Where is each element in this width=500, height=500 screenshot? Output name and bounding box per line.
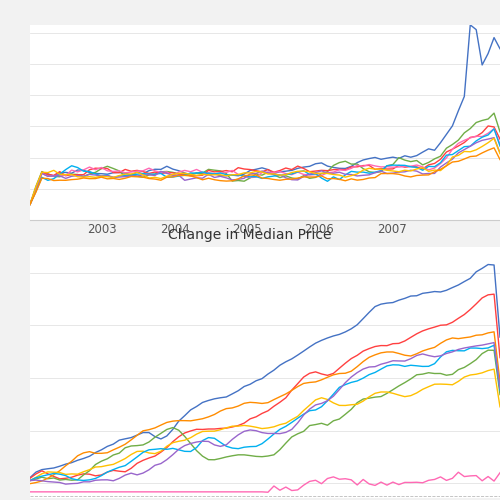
Text: Change in Median Price: Change in Median Price <box>168 228 332 242</box>
